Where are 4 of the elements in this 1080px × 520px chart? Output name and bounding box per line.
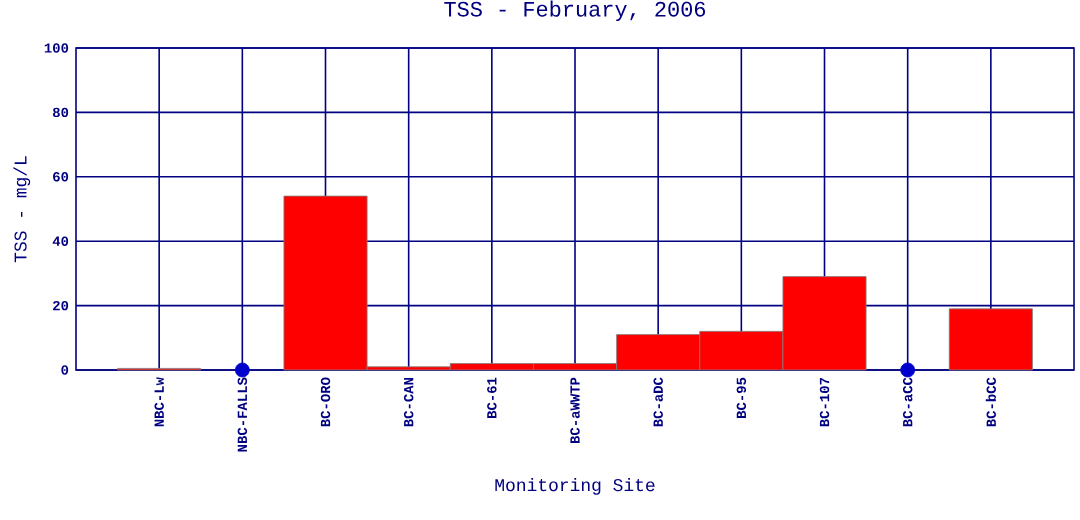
y-axis-title: TSS - mg/L bbox=[13, 156, 31, 263]
chart-title: TSS - February, 2006 bbox=[444, 0, 706, 21]
bar bbox=[948, 308, 1033, 371]
x-axis-title: Monitoring Site bbox=[495, 478, 655, 495]
